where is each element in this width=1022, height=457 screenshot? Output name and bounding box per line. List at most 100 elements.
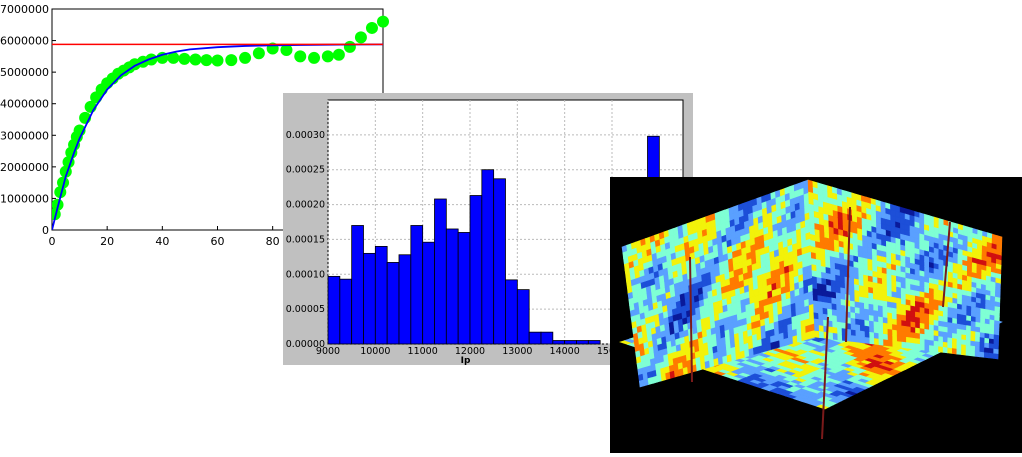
seismic-cell [915, 327, 921, 335]
seismic-cell [783, 337, 790, 347]
seismic-cell [929, 324, 935, 331]
seismic-cell [984, 337, 990, 344]
seismic-cell [722, 355, 728, 364]
seismic-cell [811, 276, 818, 284]
seismic-cell [905, 326, 912, 333]
seismic-cell [849, 300, 856, 308]
seismic-cell [832, 332, 839, 341]
y-tick-label: 0.00030 [286, 130, 325, 141]
seismic-cell [873, 321, 880, 329]
seismic-cell [974, 351, 981, 358]
seismic-cell [938, 346, 944, 353]
seismic-cell [813, 312, 820, 320]
seismic-cell [801, 332, 807, 342]
seismic-cell [910, 326, 916, 334]
seismic-cell [831, 303, 838, 311]
seismic-cell [827, 308, 833, 316]
histogram-bar [528, 331, 542, 345]
seismic-cell [779, 338, 785, 348]
seismic-cell [901, 303, 907, 311]
seismic-cell [929, 329, 935, 337]
seismic-cell [817, 307, 824, 315]
seismic-cell [821, 289, 828, 298]
seismic-cell [766, 342, 772, 352]
seismic-cell [850, 329, 857, 337]
histogram-bar [410, 225, 424, 345]
seismic-cell [905, 315, 912, 323]
seismic-cell [910, 310, 916, 318]
seismic-cell [757, 345, 763, 354]
green-point [332, 48, 345, 61]
histogram-bar [576, 340, 589, 345]
y-tick-label: 0.00015 [286, 234, 325, 245]
seismic-cell [752, 346, 759, 355]
seismic-cell [832, 315, 838, 323]
histogram-bar [363, 252, 376, 345]
seismic-cell [887, 328, 893, 336]
seismic-cell [915, 343, 921, 351]
seismic-cell [988, 352, 994, 359]
seismic-cell [859, 313, 866, 321]
seismic-cell [878, 327, 884, 335]
well-trace [689, 256, 693, 383]
seismic-cell [761, 344, 768, 353]
seismic-cell [938, 341, 944, 348]
seismic-cell [878, 333, 884, 341]
seismic-cell [938, 330, 944, 338]
green-point [189, 53, 202, 66]
green-point [280, 44, 293, 57]
seismic-cell [835, 292, 842, 300]
seismic-cell [878, 316, 884, 324]
seismic-cell [851, 335, 857, 343]
seismic-cell [860, 330, 866, 338]
seismic-cell [979, 351, 985, 358]
seismic-cell [961, 344, 967, 351]
seismic-cell [882, 328, 889, 336]
seismic-cell [892, 329, 898, 337]
left-vertical-slice [621, 179, 816, 388]
seismic-cell [846, 334, 852, 342]
seismic-cell [868, 309, 875, 317]
seismic-cell [850, 317, 857, 326]
seismic-cell [831, 309, 838, 317]
x-tick-label: 80 [266, 235, 280, 248]
seismic-cell [929, 345, 935, 352]
seismic-cell [841, 310, 847, 318]
seismic-cell [821, 278, 827, 286]
seismic-cell [818, 319, 825, 327]
seismic-cell [812, 294, 819, 302]
seismic-cell [878, 338, 884, 346]
seismic-cell [814, 330, 820, 338]
seismic-cell [873, 338, 880, 346]
seismic-cell [924, 344, 930, 352]
seismic-cell [826, 302, 833, 311]
x-tick-label: 10000 [360, 346, 390, 357]
y-tick-label: 7000000 [0, 3, 49, 16]
seismic-cell [818, 331, 825, 339]
seismic-cell [832, 321, 838, 329]
y-tick-label: 2000000 [0, 161, 49, 174]
seismic-cell [896, 324, 903, 332]
seismic-cell [906, 336, 912, 344]
y-tick-label: 1000000 [0, 192, 49, 205]
seismic-volume-panel [610, 177, 1022, 453]
seismic-cell [901, 325, 907, 333]
seismic-cell [859, 302, 865, 310]
seismic-cell [814, 324, 820, 332]
seismic-cell [882, 322, 889, 330]
y-tick-label: 0.00020 [286, 200, 325, 211]
seismic-cell [910, 316, 916, 323]
seismic-cell [878, 322, 884, 329]
seismic-cell [993, 353, 999, 360]
seismic-cell [805, 331, 811, 340]
seismic-cell [748, 347, 755, 357]
seismic-cell [812, 282, 818, 290]
seismic-cell [831, 297, 837, 305]
seismic-cell [915, 322, 921, 329]
seismic-cell [868, 298, 874, 306]
seismic-cell [947, 337, 953, 344]
seismic-cell [896, 341, 903, 348]
seismic-cell [947, 332, 953, 339]
seismic-cell [887, 323, 893, 331]
seismic-cell [817, 301, 824, 309]
